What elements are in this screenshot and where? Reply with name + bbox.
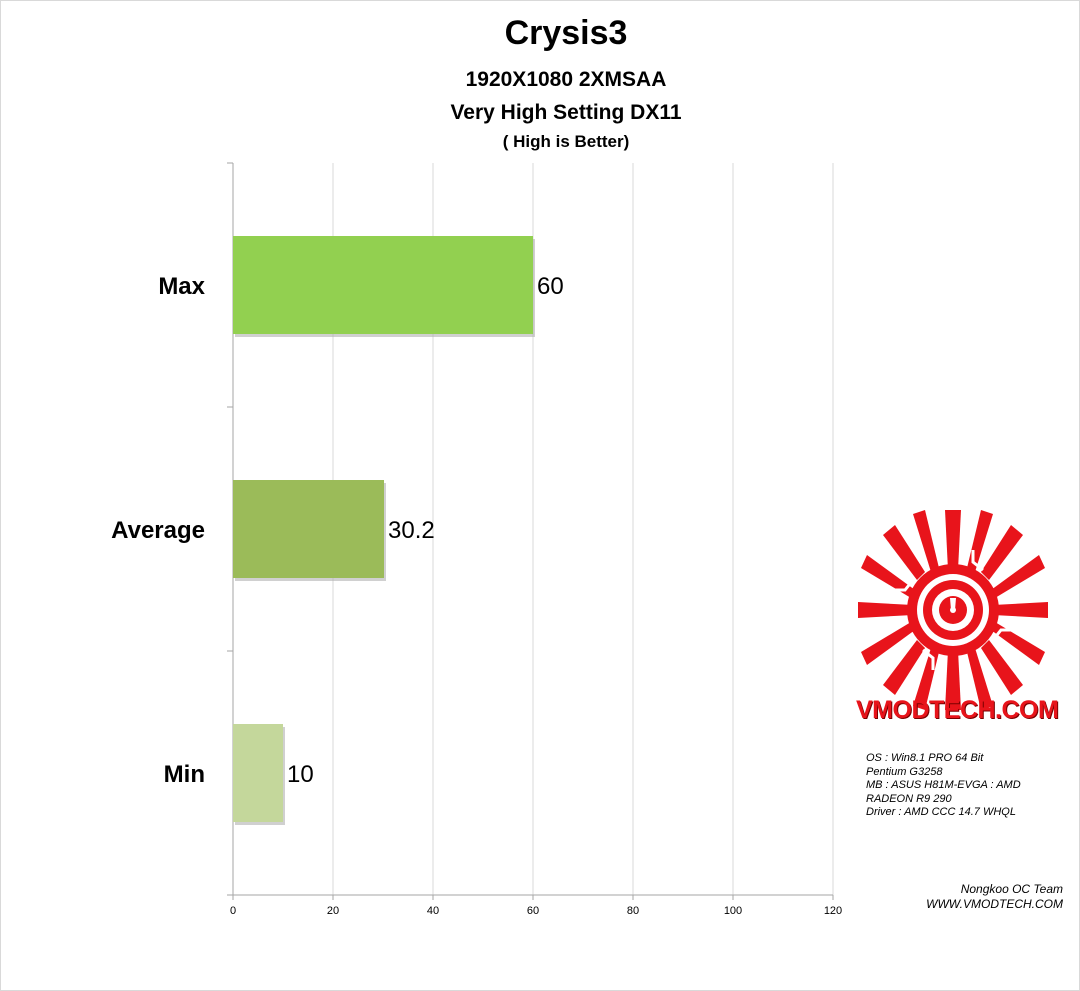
bar-min (233, 724, 283, 822)
category-label-average: Average (111, 517, 205, 544)
bar-max (233, 236, 533, 334)
credits-site: WWW.VMODTECH.COM (926, 897, 1063, 911)
chart-subtitle-note: ( High is Better) (502, 132, 630, 151)
category-label-max: Max (158, 273, 205, 300)
data-label-min: 10 (287, 761, 314, 788)
data-label-average: 30.2 (388, 517, 435, 544)
spec-os: OS : Win8.1 PRO 64 Bit (866, 752, 984, 764)
logo-text: VMODTECH.COM (856, 696, 1059, 724)
data-label-max: 60 (537, 273, 564, 300)
x-tick-label-0: 0 (230, 905, 236, 917)
spec-cpu: Pentium G3258 (866, 765, 943, 778)
vmodtech-logo-icon (858, 510, 1048, 710)
chart-subtitle-setting: Very High Setting DX11 (450, 101, 682, 124)
spec-gpu-model: RADEON R9 290 (866, 792, 952, 805)
system-specs: OS : Win8.1 PRO 64 Bit Pentium G3258 MB … (866, 752, 1066, 820)
x-tick-label-20: 20 (327, 905, 339, 917)
credits: Nongkoo OC Team WWW.VMODTECH.COM (900, 882, 1063, 912)
credits-team: Nongkoo OC Team (960, 882, 1063, 896)
labels: 0 20 40 60 80 100 120 60 Max 30.2 Average 10 Min (111, 273, 842, 917)
x-tick-label-100: 100 (724, 905, 742, 917)
spec-driver: Driver : AMD CCC 14.7 WHQL (866, 806, 1016, 818)
x-tick-label-120: 120 (824, 905, 842, 917)
x-tick-label-60: 60 (527, 905, 539, 917)
chart-subtitle-resolution: 1920X1080 2XMSAA (465, 68, 667, 91)
spec-mb-gpu: MB : ASUS H81M-EVGA : AMD (866, 779, 1021, 791)
bar-average (233, 480, 384, 578)
x-tick-label-80: 80 (627, 905, 639, 917)
x-tick-label-40: 40 (427, 905, 439, 917)
bars (233, 236, 535, 825)
chart-title: Crysis3 (504, 14, 628, 52)
category-label-min: Min (164, 761, 205, 788)
